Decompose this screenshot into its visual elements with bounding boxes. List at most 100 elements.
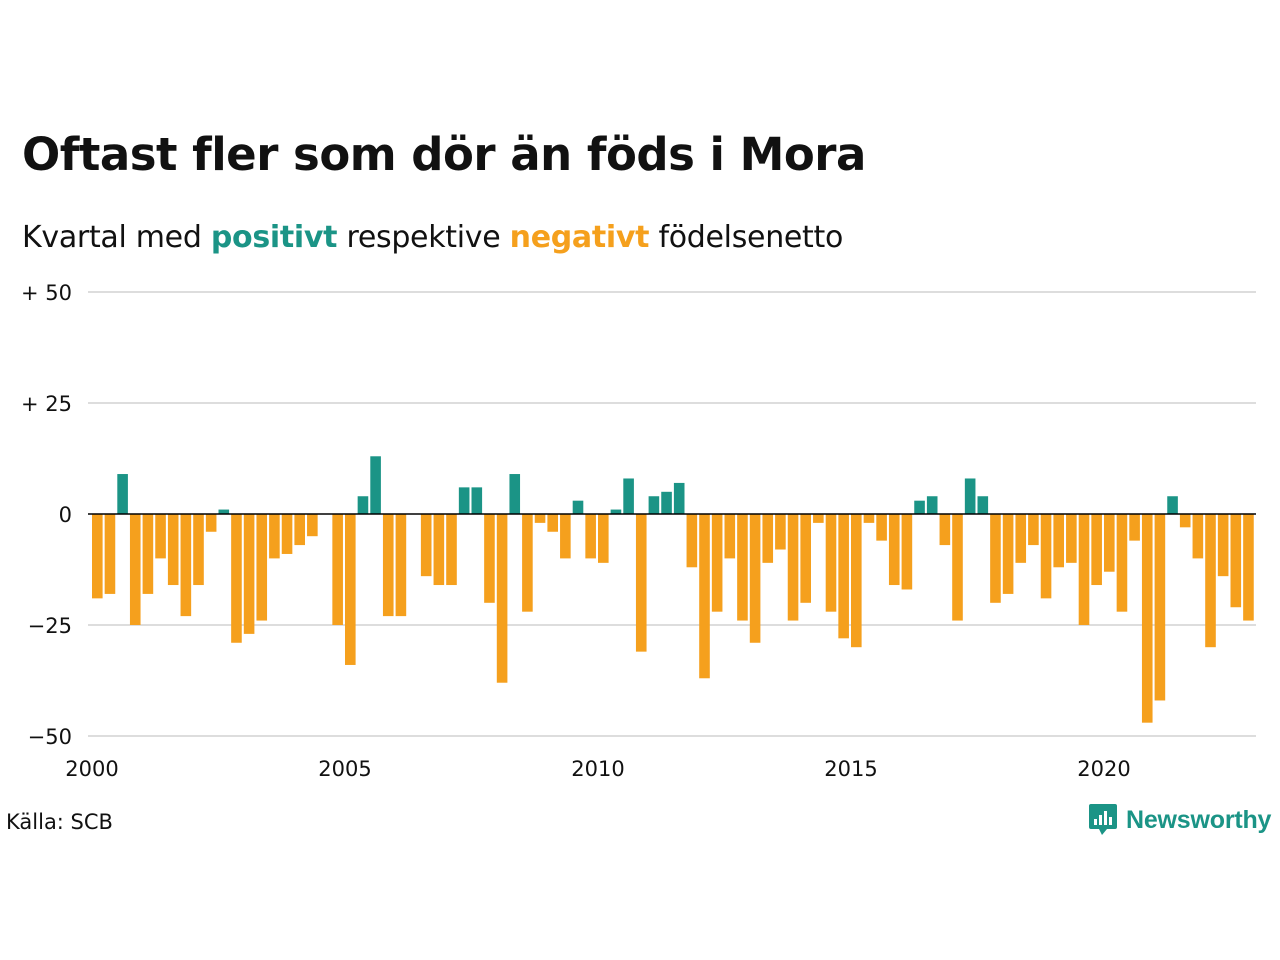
bar-negative (560, 514, 571, 559)
bar-negative (167, 514, 179, 586)
bar-positive (914, 500, 925, 514)
bar-negative (1053, 514, 1064, 568)
subtitle-positive-word: positivt (210, 220, 338, 255)
bar-negative (952, 514, 963, 621)
bar-negative (382, 514, 394, 617)
bar-negative (547, 514, 558, 532)
bars (92, 456, 1254, 723)
bar-negative (851, 514, 862, 648)
y-tick-label: + 50 (21, 281, 72, 305)
bar-negative (522, 514, 533, 612)
bar-negative (180, 514, 192, 617)
bar-negative (825, 514, 837, 612)
chart-subtitle: Kvartal med positivt respektive negativt… (22, 220, 843, 255)
bar-negative (813, 514, 824, 523)
bar-negative (787, 514, 799, 621)
bar-negative (155, 514, 166, 559)
bar-positive (458, 487, 470, 514)
bar-positive (509, 474, 521, 514)
bar-negative (1154, 514, 1166, 701)
bar-negative (307, 514, 318, 537)
y-tick-label: 0 (59, 503, 72, 527)
bar-negative (205, 514, 217, 532)
bar-negative (737, 514, 748, 621)
x-tick-label: 2000 (65, 757, 118, 781)
logo-text: Newsworthy (1126, 805, 1272, 834)
bar-negative (598, 514, 609, 563)
subtitle-negative-word: negativt (509, 220, 650, 255)
bar-negative (686, 514, 698, 568)
x-tick-label: 2005 (318, 757, 371, 781)
bar-negative (1104, 514, 1115, 572)
bar-positive (673, 482, 685, 514)
bar-negative (332, 514, 343, 625)
bar-positive (357, 496, 369, 514)
bar-negative (888, 514, 900, 586)
bar-negative (142, 514, 154, 594)
grid-lines (88, 291, 1256, 737)
bar-negative (762, 514, 774, 563)
bar-negative (990, 514, 1001, 603)
bar-positive (977, 496, 989, 514)
bar-negative (699, 514, 710, 679)
bar-negative (939, 514, 951, 546)
bar-negative (1028, 514, 1039, 546)
bar-negative (724, 514, 736, 559)
bar-negative (1002, 514, 1014, 594)
bar-negative (876, 514, 887, 541)
bar-negative (104, 514, 116, 594)
subtitle-prefix: Kvartal med (22, 220, 202, 255)
subtitle-middle: respektive (346, 220, 501, 255)
bar-positive (572, 500, 584, 514)
bar-negative (534, 514, 546, 523)
y-tick-label: + 25 (21, 392, 72, 416)
x-tick-label: 2010 (571, 757, 624, 781)
bar-positive (661, 491, 672, 514)
bar-positive (610, 509, 622, 514)
x-tick-label: 2015 (824, 757, 877, 781)
bar-positive (964, 478, 976, 514)
x-tick-label: 2020 (1077, 757, 1130, 781)
subtitle-suffix: födelsenetto (658, 220, 844, 255)
bar-positive (117, 474, 128, 514)
bar-positive (623, 478, 634, 514)
bar-negative (1040, 514, 1052, 599)
bar-positive (370, 456, 381, 514)
bar-negative (711, 514, 723, 612)
y-tick-label: −25 (28, 614, 72, 638)
bar-negative (1091, 514, 1102, 586)
bar-negative (775, 514, 786, 550)
y-axis-tick-labels: + 50 + 25 0 −25 −50 (21, 281, 72, 749)
bar-negative (496, 514, 508, 683)
bar-negative (1015, 514, 1027, 563)
bar-positive (1167, 496, 1178, 514)
bar-negative (1243, 514, 1254, 621)
bar-negative (901, 514, 913, 590)
bar-negative (800, 514, 811, 603)
bar-negative (1066, 514, 1077, 563)
x-axis-tick-labels: 2000 2005 2010 2015 2020 (65, 757, 1130, 781)
bar-negative (269, 514, 280, 559)
bar-positive (471, 487, 483, 514)
bar-negative (281, 514, 293, 554)
bar-negative (294, 514, 305, 546)
bar-negative (1205, 514, 1216, 648)
bar-positive (648, 496, 660, 514)
bar-negative (129, 514, 141, 625)
bar-negative (395, 514, 407, 617)
bar-negative (863, 514, 875, 523)
bar-negative (1179, 514, 1191, 528)
bar-negative (838, 514, 849, 639)
bar-negative (1230, 514, 1242, 608)
chart-title: Oftast fler som dör än föds i Mora (22, 128, 866, 181)
bar-negative (1217, 514, 1229, 577)
bar-negative (243, 514, 255, 634)
bar-negative (635, 514, 647, 652)
newsworthy-logo: Newsworthy (1088, 803, 1271, 837)
bar-negative (345, 514, 356, 665)
bar-negative (1078, 514, 1090, 625)
newsworthy-chat-bar-icon (1089, 804, 1117, 835)
bar-negative (1141, 514, 1153, 723)
bar-negative (420, 514, 432, 577)
bar-negative (749, 514, 761, 643)
